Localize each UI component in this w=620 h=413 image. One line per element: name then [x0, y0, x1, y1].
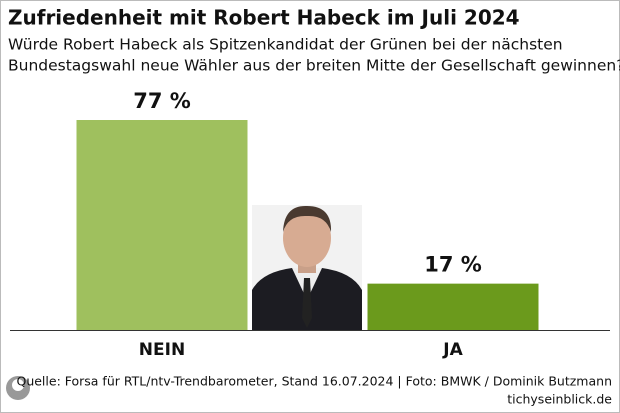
subtitle: Würde Robert Habeck als Spitzenkandidat … [8, 36, 563, 54]
publisher: tichyseinblick.de [507, 392, 612, 407]
bar [367, 283, 539, 330]
photo [252, 205, 362, 330]
value-label: 17 % [424, 253, 482, 277]
logo [6, 376, 30, 400]
x-tick-label: NEIN [139, 340, 185, 360]
bar [76, 120, 248, 330]
subtitle: Bundestagswahl neue Wähler aus der breit… [8, 57, 620, 75]
value-label: 77 % [133, 89, 191, 113]
x-tick-label: JA [442, 340, 463, 360]
chart-title: Zufriedenheit mit Robert Habeck im Juli … [8, 6, 520, 30]
source: Quelle: Forsa für RTL/ntv-Trendbarometer… [16, 374, 612, 389]
